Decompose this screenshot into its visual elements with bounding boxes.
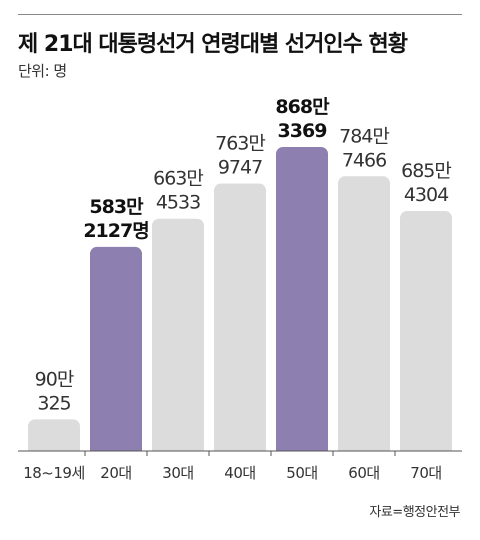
value-label-30대-1: 663만 — [153, 168, 203, 190]
bars-group — [28, 147, 452, 451]
bar-40대 — [214, 183, 266, 451]
x-tick-label-60대: 60대 — [348, 464, 379, 482]
x-tick-label-40대: 40대 — [224, 464, 255, 482]
value-label-70대-1: 685만 — [401, 160, 451, 182]
bar-50대 — [276, 147, 328, 451]
value-label-50대-2: 3369 — [278, 120, 327, 142]
bar-18~19세 — [28, 419, 80, 451]
x-tick-label-50대: 50대 — [286, 464, 317, 482]
value-label-20대-1: 583만 — [89, 196, 144, 218]
value-label-40대-1: 763만 — [215, 133, 265, 155]
value-label-40대-2: 9747 — [218, 157, 262, 179]
bar-60대 — [338, 176, 390, 451]
x-tick-label-18~19세: 18~19세 — [23, 464, 85, 482]
source-note: 자료=행정안전부 — [369, 505, 460, 520]
bar-20대 — [90, 246, 142, 451]
value-label-20대-2: 2127명 — [83, 220, 148, 242]
x-axis-labels: 18~19세 20대 30대 40대 50대 60대 70대 — [23, 464, 442, 482]
value-label-60대-2: 7466 — [342, 149, 386, 171]
unit-label: 단위: 명 — [18, 62, 67, 80]
x-axis-ticks — [84, 451, 396, 456]
x-tick-label-70대: 70대 — [410, 464, 441, 482]
chart-title: 제 21대 대통령선거 연령대별 선거인수 현황 — [18, 32, 408, 57]
x-tick-label-30대: 30대 — [162, 464, 193, 482]
value-label-18~19세-1: 90만 — [35, 368, 74, 390]
value-label-18~19세-2: 325 — [37, 392, 70, 414]
top-rule — [18, 14, 462, 15]
value-label-50대-1: 868만 — [275, 96, 330, 118]
bar-30대 — [152, 218, 204, 451]
value-label-30대-2: 4533 — [156, 192, 200, 214]
bar-70대 — [400, 211, 452, 451]
value-label-70대-2: 4304 — [404, 184, 449, 206]
x-tick-label-20대: 20대 — [100, 464, 131, 482]
value-label-60대-1: 784만 — [339, 125, 389, 147]
